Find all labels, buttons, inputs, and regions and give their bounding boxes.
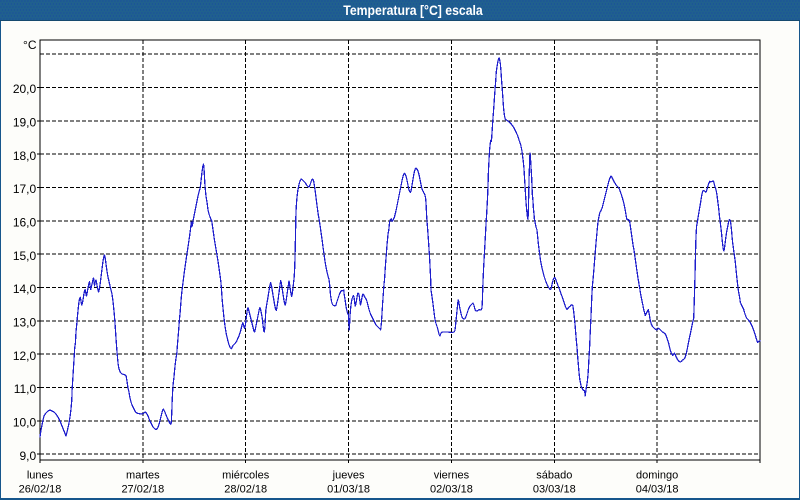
svg-text:viernes: viernes bbox=[434, 469, 470, 481]
svg-text:sábado: sábado bbox=[536, 469, 572, 481]
svg-text:martes: martes bbox=[126, 469, 160, 481]
svg-text:18,0: 18,0 bbox=[13, 149, 37, 163]
svg-text:°C: °C bbox=[23, 38, 37, 52]
svg-text:26/02/18: 26/02/18 bbox=[19, 484, 62, 496]
svg-text:Temperatura [°C] escala: Temperatura [°C] escala bbox=[343, 2, 483, 18]
svg-text:11,0: 11,0 bbox=[14, 382, 37, 396]
svg-text:04/03/18: 04/03/18 bbox=[636, 484, 679, 496]
svg-text:14,0: 14,0 bbox=[13, 282, 37, 296]
svg-text:27/02/18: 27/02/18 bbox=[121, 484, 164, 496]
svg-text:jueves: jueves bbox=[332, 469, 365, 481]
svg-text:15,0: 15,0 bbox=[13, 249, 37, 263]
svg-text:17,0: 17,0 bbox=[13, 182, 37, 196]
svg-text:01/03/18: 01/03/18 bbox=[327, 484, 370, 496]
svg-text:16,0: 16,0 bbox=[13, 215, 37, 229]
svg-text:02/03/18: 02/03/18 bbox=[430, 484, 473, 496]
svg-text:20,0: 20,0 bbox=[13, 82, 37, 96]
svg-text:domingo: domingo bbox=[636, 469, 678, 481]
svg-text:28/02/18: 28/02/18 bbox=[224, 484, 267, 496]
svg-text:miércoles: miércoles bbox=[222, 469, 270, 481]
svg-text:12,0: 12,0 bbox=[13, 349, 37, 363]
svg-text:03/03/18: 03/03/18 bbox=[533, 484, 576, 496]
svg-text:19,0: 19,0 bbox=[13, 115, 37, 129]
svg-text:10,0: 10,0 bbox=[13, 415, 37, 429]
svg-text:13,0: 13,0 bbox=[13, 315, 37, 329]
svg-text:9,0: 9,0 bbox=[20, 449, 37, 463]
svg-text:lunes: lunes bbox=[27, 469, 54, 481]
